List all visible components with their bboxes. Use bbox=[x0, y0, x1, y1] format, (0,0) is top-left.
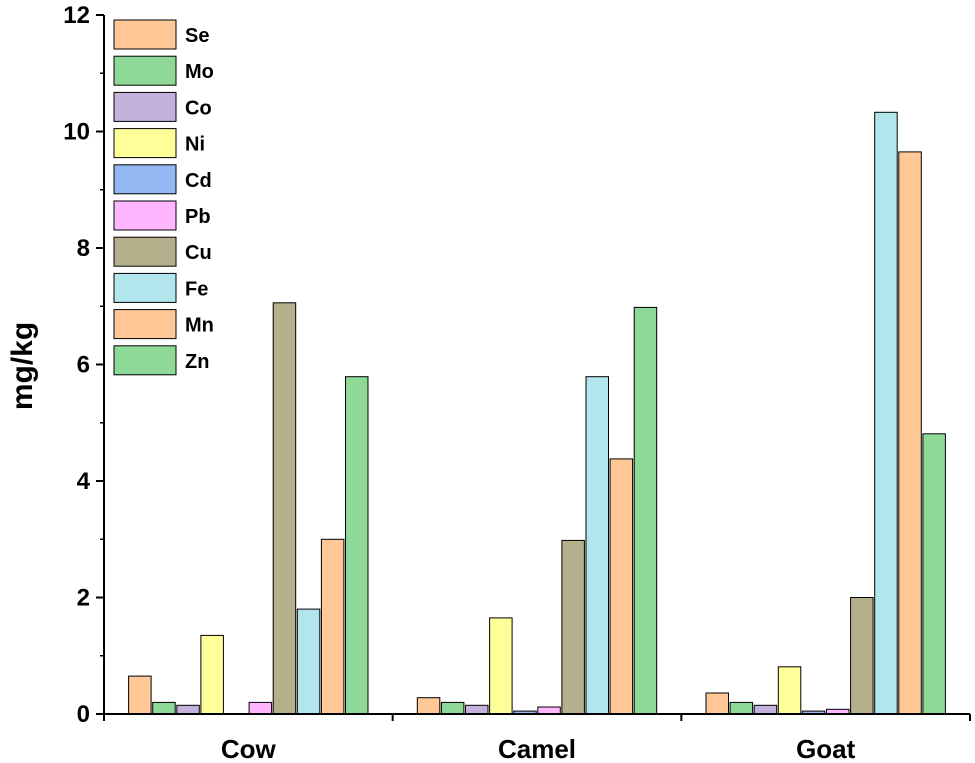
legend-swatch-zn bbox=[113, 345, 177, 376]
bar-zn-cow bbox=[345, 376, 369, 715]
legend-label-mn: Mn bbox=[185, 315, 214, 337]
legend-label-se: Se bbox=[185, 25, 209, 47]
bar-fe-goat bbox=[874, 111, 898, 715]
bar-cu-camel bbox=[561, 539, 585, 715]
bar-pb-cow bbox=[248, 701, 273, 715]
y-tick-label: 0 bbox=[77, 701, 90, 728]
legend-swatch-se bbox=[113, 19, 177, 50]
bar-se-cow bbox=[128, 675, 152, 715]
legend-swatch-cu bbox=[113, 236, 177, 267]
y-tick-label: 4 bbox=[77, 468, 91, 495]
legend-label-fe: Fe bbox=[185, 278, 208, 300]
bar-zn-camel bbox=[633, 306, 658, 715]
legend-label-cd: Cd bbox=[185, 170, 212, 192]
bar-fe-camel bbox=[585, 376, 609, 715]
bar-fe-cow bbox=[296, 608, 321, 715]
bar-ni-goat bbox=[777, 666, 802, 715]
bar-co-cow bbox=[176, 704, 200, 715]
bar-ni-camel bbox=[489, 617, 513, 715]
x-tick-label-cow: Cow bbox=[221, 734, 277, 763]
y-tick-label: 2 bbox=[77, 585, 90, 612]
legend-label-co: Co bbox=[185, 97, 212, 119]
bar-mo-goat bbox=[729, 701, 754, 715]
legend-swatch-ni bbox=[113, 128, 177, 159]
legend-label-cu: Cu bbox=[185, 242, 212, 264]
y-tick-label: 6 bbox=[77, 352, 90, 379]
x-tick-label-camel: Camel bbox=[498, 734, 576, 763]
bar-co-goat bbox=[753, 704, 778, 715]
bar-cu-cow bbox=[272, 302, 297, 715]
legend-label-pb: Pb bbox=[185, 206, 211, 228]
legend-swatch-mo bbox=[113, 55, 177, 86]
legend-label-ni: Ni bbox=[185, 134, 205, 156]
bar-mn-goat bbox=[898, 151, 922, 715]
legend-swatch-co bbox=[113, 91, 177, 122]
x-tick-label-goat: Goat bbox=[796, 734, 856, 763]
bar-mn-camel bbox=[609, 458, 634, 715]
bar-co-camel bbox=[465, 704, 489, 715]
bar-mn-cow bbox=[320, 538, 345, 715]
bar-ni-cow bbox=[200, 634, 224, 715]
legend-swatch-fe bbox=[113, 272, 177, 303]
legend-label-mo: Mo bbox=[185, 61, 214, 83]
bar-mo-cow bbox=[152, 701, 176, 715]
axes-group: Cow Camel Goat 0 2 4 6 8 10 12 bbox=[63, 2, 971, 763]
bar-se-goat bbox=[705, 692, 729, 715]
bar-pb-camel bbox=[537, 706, 561, 715]
legend: Se Mo Co Ni Cd Pb Cu Fe Mn Zn bbox=[113, 19, 214, 376]
legend-swatch-pb bbox=[113, 200, 177, 231]
y-tick-label: 10 bbox=[63, 119, 90, 146]
y-tick-label: 8 bbox=[77, 235, 90, 262]
legend-swatch-cd bbox=[113, 164, 177, 195]
legend-label-zn: Zn bbox=[185, 351, 209, 373]
bar-se-camel bbox=[416, 697, 441, 715]
legend-swatch-mn bbox=[113, 309, 177, 340]
bars-group bbox=[128, 111, 946, 715]
y-axis-title: mg/kg bbox=[6, 322, 39, 410]
bar-mo-camel bbox=[440, 701, 465, 715]
bar-zn-goat bbox=[922, 433, 946, 715]
y-tick-label: 12 bbox=[63, 2, 90, 29]
bar-cu-goat bbox=[850, 597, 874, 715]
